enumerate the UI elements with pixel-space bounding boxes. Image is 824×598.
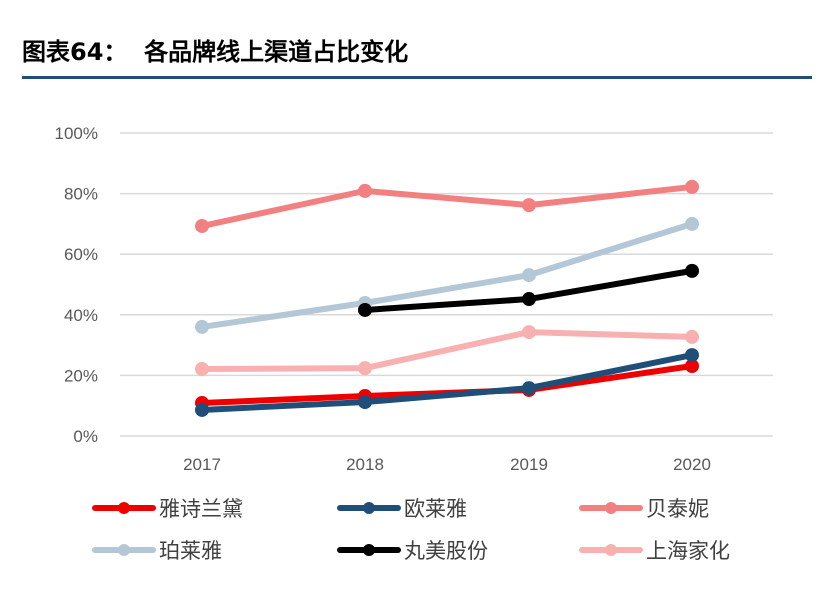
data-point [358, 302, 372, 317]
legend-marker [363, 502, 375, 514]
legend-item: 珀莱雅 [92, 539, 222, 563]
data-point [522, 268, 536, 283]
legend-label: 贝泰妮 [646, 497, 709, 521]
series-4 [358, 263, 699, 317]
legend-item: 贝泰妮 [579, 497, 709, 521]
series-line [201, 183, 693, 229]
legend-item: 丸美股份 [337, 539, 488, 563]
data-point [685, 329, 699, 344]
data-point [195, 402, 209, 417]
y-tick-label: 40% [64, 306, 98, 325]
data-point [195, 362, 209, 377]
legend-marker [605, 502, 617, 514]
series-line [201, 352, 693, 413]
legend-label: 欧莱雅 [404, 497, 467, 521]
x-tick-label: 2020 [673, 455, 711, 474]
legend-marker [363, 544, 375, 556]
x-tick-label: 2019 [510, 455, 548, 474]
data-point [195, 319, 209, 334]
legend-label: 丸美股份 [404, 539, 488, 563]
data-point [685, 179, 699, 194]
legend-marker [118, 502, 130, 514]
y-tick-label: 80% [64, 185, 98, 204]
legend-item: 雅诗兰黛 [92, 497, 243, 521]
data-point [522, 198, 536, 213]
data-point [358, 183, 372, 198]
y-tick-label: 0% [73, 427, 98, 446]
data-point [358, 361, 372, 376]
legend-item: 上海家化 [579, 539, 730, 563]
data-point [195, 219, 209, 234]
y-tick-label: 60% [64, 245, 98, 264]
legend-label: 珀莱雅 [159, 539, 222, 563]
legend-label: 雅诗兰黛 [159, 497, 243, 521]
series-1 [195, 348, 699, 417]
data-point [522, 325, 536, 340]
figure-title: 图表64： 各品牌线上渠道占比变化 [22, 38, 409, 66]
x-tick-label: 2018 [346, 455, 384, 474]
data-point [685, 263, 699, 278]
series-3 [195, 216, 699, 334]
series-line [201, 329, 693, 373]
legend-item: 欧莱雅 [337, 497, 467, 521]
legend-label: 上海家化 [646, 539, 730, 563]
title-rule [22, 76, 812, 79]
legend-marker [605, 544, 617, 556]
data-point [685, 348, 699, 363]
data-point [522, 381, 536, 396]
data-point [358, 395, 372, 410]
data-point [685, 216, 699, 231]
legend-marker [118, 544, 130, 556]
series-line [201, 221, 693, 330]
series-2 [195, 179, 699, 234]
y-tick-label: 20% [64, 366, 98, 385]
series-5 [195, 325, 699, 377]
x-tick-label: 2017 [183, 455, 221, 474]
data-point [522, 292, 536, 307]
data-point [685, 359, 699, 374]
y-tick-label: 100% [55, 124, 98, 143]
